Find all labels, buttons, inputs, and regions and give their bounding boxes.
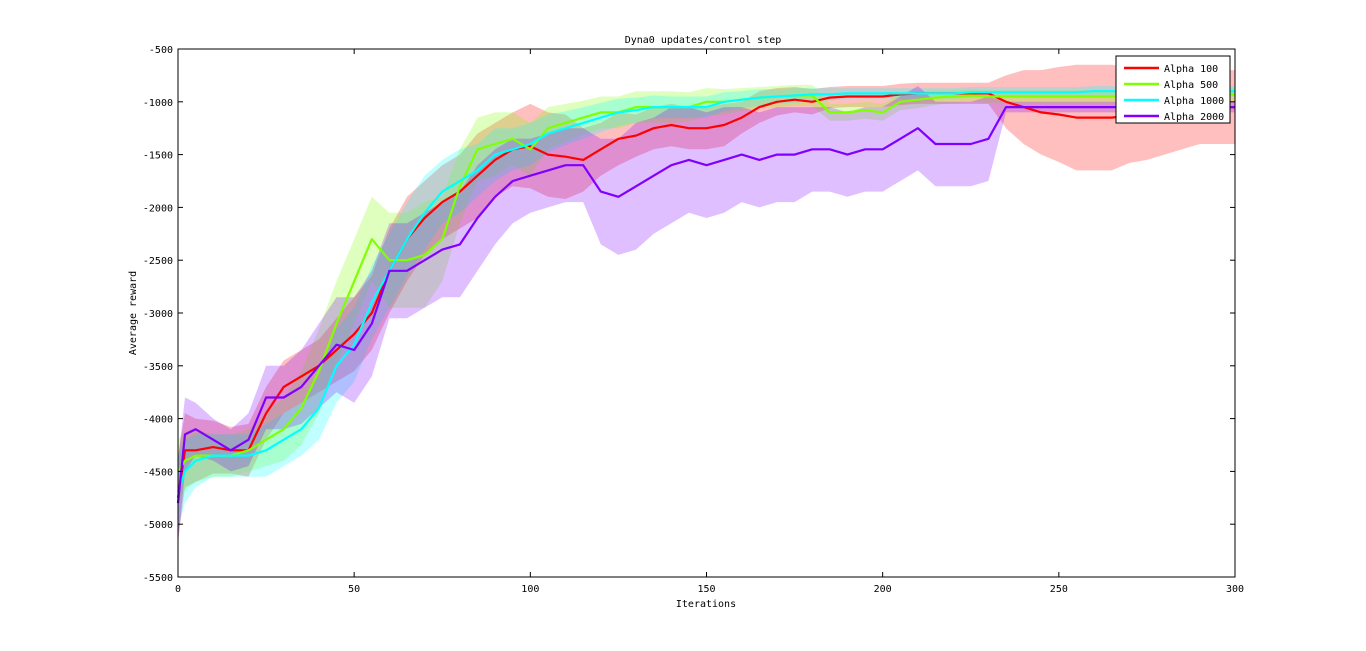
band-series-1 [178, 64, 1235, 541]
band-series-4 [178, 86, 1235, 546]
legend-label: Alpha 1000 [1164, 96, 1224, 107]
y-tick-label: -3500 [143, 362, 173, 373]
y-tick-label: -2500 [143, 256, 173, 267]
x-tick-label: 150 [697, 584, 715, 595]
x-tick-label: 300 [1226, 584, 1244, 595]
x-axis: 0 50 100 150 200 250 300 [175, 49, 1244, 595]
y-tick-label: -2000 [143, 203, 173, 214]
chart-title: Dyna0 updates/control step [625, 35, 782, 46]
legend-label: Alpha 500 [1164, 80, 1218, 91]
band-series-2 [178, 84, 1235, 504]
y-tick-label: -4500 [143, 467, 173, 478]
y-axis-label: Average reward [128, 271, 139, 355]
line-series-2 [177, 93, 1235, 473]
x-tick-label: 200 [874, 584, 892, 595]
y-axis: -500 -1000 -1500 -2000 -2500 -3000 -3500 -4000 -… [143, 45, 1235, 584]
legend: Alpha 100 Alpha 500 Alpha 1000 Alpha 2000 [1115, 55, 1231, 124]
x-axis-label: Iterations [676, 599, 736, 610]
x-tick-label: 100 [521, 584, 539, 595]
y-tick-label: -5000 [143, 520, 173, 531]
y-tick-label: -3000 [143, 309, 173, 320]
legend-label: Alpha 100 [1164, 64, 1218, 75]
band-series-3 [178, 86, 1235, 530]
series-lines [176, 90, 1235, 504]
legend-label: Alpha 2000 [1164, 112, 1224, 123]
confidence-bands [178, 64, 1235, 546]
line-series-3 [176, 90, 1235, 493]
line-series-1 [176, 92, 1235, 498]
line-series-4 [176, 105, 1235, 504]
y-tick-label: -4000 [143, 415, 173, 426]
y-tick-label: -5500 [143, 573, 173, 584]
x-tick-label: 0 [175, 584, 181, 595]
x-tick-label: 50 [348, 584, 360, 595]
y-tick-label: -1500 [143, 151, 173, 162]
x-tick-label: 250 [1050, 584, 1068, 595]
y-tick-label: -500 [149, 45, 173, 56]
y-tick-label: -1000 [143, 98, 173, 109]
